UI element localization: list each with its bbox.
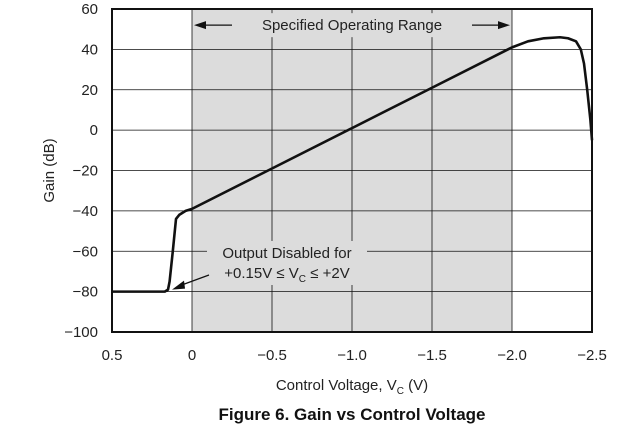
y-tick-label: 20 (81, 82, 98, 99)
output-disabled-line2: +0.15V ≤ VC ≤ +2V (224, 265, 349, 285)
operating-range-label: Specified Operating Range (262, 17, 442, 34)
y-tick-label: −60 (73, 243, 98, 260)
output-disabled-line1: Output Disabled for (222, 245, 351, 262)
output-disabled-label-box (207, 241, 367, 285)
x-tick-label: −1.0 (337, 347, 367, 364)
x-tick-label: −0.5 (257, 347, 287, 364)
range-arrowhead-right (498, 21, 510, 30)
output-disabled-arrowhead (172, 280, 185, 290)
x-tick-label: −2.0 (497, 347, 527, 364)
operating-range-label-box (236, 13, 468, 38)
gain-curve (112, 35, 594, 293)
x-tick-label: 0 (188, 347, 196, 364)
y-tick-label: 60 (81, 1, 98, 18)
y-tick-label: −100 (64, 324, 98, 341)
plot-frame (111, 8, 593, 333)
range-arrowhead-left (194, 21, 206, 30)
output-disabled-line2-b: ≤ +2V (306, 265, 350, 282)
x-axis-label-unit: (V) (404, 377, 428, 394)
operating-range-annotation: Specified Operating Range (194, 13, 510, 38)
x-axis-label: Control Voltage, VC (V) (276, 377, 428, 397)
y-tick-label: −20 (73, 163, 98, 180)
y-tick-label: 40 (81, 41, 98, 58)
y-tick-labels: −100 −80 −60 −40 −20 0 20 40 60 (64, 1, 98, 341)
output-disabled-arrow (179, 274, 210, 287)
figure-caption: Figure 6. Gain vs Control Voltage (218, 405, 485, 424)
x-axis-label-sub: C (397, 386, 404, 397)
y-tick-label: −80 (73, 284, 98, 301)
y-tick-label: −40 (73, 203, 98, 220)
output-disabled-line2-sub: C (299, 274, 306, 285)
x-tick-label: −1.5 (417, 347, 447, 364)
x-tick-labels: 0.5 0 −0.5 −1.0 −1.5 −2.0 −2.5 (102, 347, 607, 364)
y-axis-label: Gain (dB) (41, 138, 58, 202)
output-disabled-line2-a: +0.15V ≤ V (224, 265, 299, 282)
x-tick-label: −2.5 (577, 347, 607, 364)
y-tick-label: 0 (90, 122, 98, 139)
x-tick-label: 0.5 (102, 347, 123, 364)
output-disabled-annotation: Output Disabled for +0.15V ≤ VC ≤ +2V (172, 241, 367, 290)
x-axis-label-main: Control Voltage, V (276, 377, 397, 394)
